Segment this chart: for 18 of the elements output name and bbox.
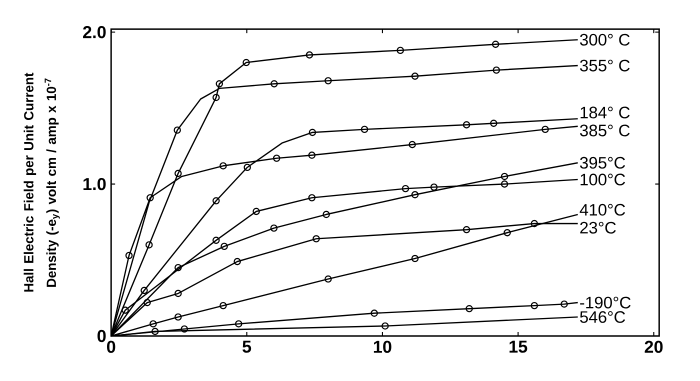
- x-tick-label: 0: [107, 340, 116, 353]
- x-tick-label: 10: [374, 340, 392, 353]
- x-tick-label: 15: [510, 340, 528, 353]
- series-label: 410°C: [580, 204, 626, 216]
- y-tick-label: 0: [98, 330, 106, 342]
- legend-label: 300° C: [580, 34, 630, 46]
- series-label: 395°C: [580, 156, 626, 169]
- x-tick-label: 5: [242, 340, 252, 353]
- series-label: -190°C: [580, 296, 631, 308]
- y-tick-label: 2.0: [83, 26, 106, 38]
- series-label: 184° C: [580, 106, 630, 118]
- legend-label: 100°C: [580, 174, 626, 186]
- y-tick-label: 1.0: [84, 178, 106, 190]
- series-label: 385° C: [580, 124, 630, 136]
- series-label: 23°C: [580, 222, 616, 234]
- series-label: 355° C: [580, 60, 630, 72]
- series-label: 546°C: [580, 311, 626, 323]
- x-tick-label: 20: [644, 340, 663, 353]
